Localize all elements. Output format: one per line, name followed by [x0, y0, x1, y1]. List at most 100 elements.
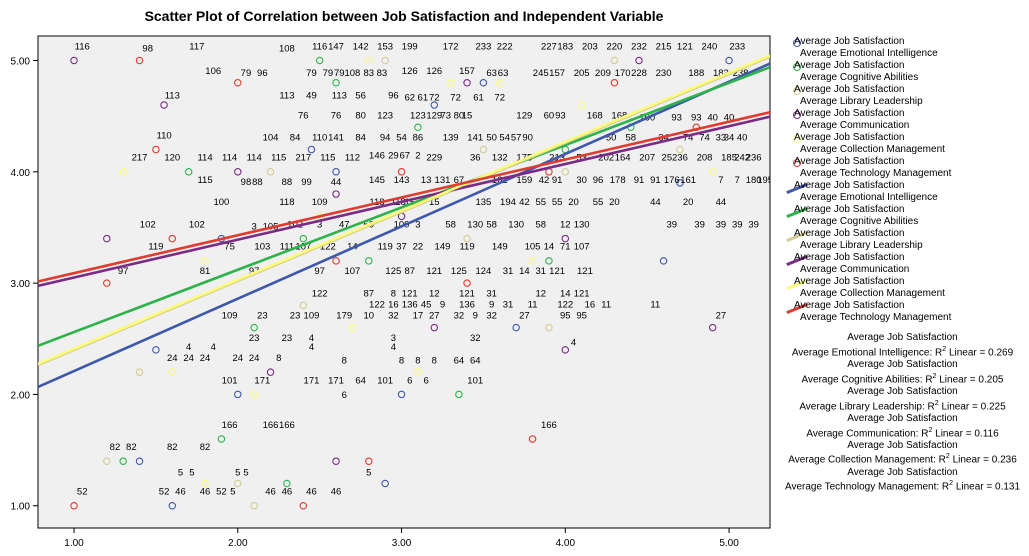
- case-label: 5: [230, 487, 235, 498]
- case-label: 172: [443, 41, 459, 52]
- legend-label: Average Job Satisfaction Average Technolo…: [794, 156, 951, 179]
- legend-item-line-ei: Average Job Satisfaction Average Emotiona…: [776, 180, 1026, 204]
- legend-item-marker-cm: Average Job Satisfaction Average Collecti…: [776, 132, 1026, 156]
- case-label: 183: [713, 68, 729, 79]
- case-label: 130: [508, 219, 524, 230]
- fit-line-tm: [38, 110, 770, 283]
- case-label: 44: [716, 197, 727, 208]
- case-label: 8: [391, 288, 396, 299]
- case-label: 116: [75, 41, 90, 52]
- x-tick-label: 4.00: [556, 538, 576, 549]
- legend-label-line2: Average Communication: [800, 119, 910, 131]
- case-label: 16: [585, 300, 596, 311]
- point-cm: [446, 79, 455, 87]
- case-label: 55: [593, 197, 604, 208]
- case-label: 121: [426, 266, 442, 277]
- case-label: 122: [369, 300, 385, 311]
- case-label: 101: [467, 375, 483, 386]
- fit-line-cm: [38, 54, 770, 366]
- case-label: 203: [582, 41, 598, 52]
- legend-marker-circle: [793, 39, 801, 47]
- case-label: 52: [216, 487, 227, 498]
- point-tm: [135, 56, 144, 65]
- case-label: 95: [560, 311, 571, 322]
- case-label: 208: [697, 153, 713, 164]
- case-label: 46: [306, 487, 317, 498]
- case-label: 5: [235, 468, 240, 479]
- point-cm: [414, 368, 422, 376]
- point-co: [332, 457, 340, 465]
- case-label: 100: [213, 197, 229, 208]
- case-label: 82: [167, 442, 178, 453]
- point-cm: [168, 368, 177, 376]
- case-label: 50: [606, 133, 617, 144]
- case-label: 113: [332, 90, 347, 101]
- legend-label: Average Job Satisfaction Average Cognitiv…: [794, 204, 918, 227]
- case-label: 125: [451, 266, 467, 277]
- legend: Average Job Satisfaction Average Emotiona…: [776, 36, 1026, 324]
- legend-label-line2: Average Emotional Intelligence: [800, 191, 938, 203]
- case-label: 8: [415, 355, 420, 366]
- r-squared-summary: Average Job Satisfaction Average Emotiona…: [776, 332, 1029, 494]
- case-label: 67: [400, 150, 411, 161]
- case-label: 209: [595, 68, 611, 79]
- case-label: 20: [609, 197, 620, 208]
- case-label: 23: [249, 333, 260, 344]
- case-label: 47: [339, 219, 350, 230]
- case-label: 98: [142, 44, 153, 55]
- case-label: 113: [165, 90, 180, 101]
- case-label: 34: [724, 133, 735, 144]
- point-co: [234, 168, 242, 176]
- case-label: 12: [429, 288, 440, 299]
- case-label: 72: [429, 93, 440, 104]
- point-tm: [610, 79, 619, 87]
- case-label: 166: [279, 420, 295, 431]
- case-label: 109: [304, 311, 320, 322]
- case-label: 60: [544, 110, 555, 121]
- y-tick-label: 2.00: [11, 390, 31, 401]
- point-ei: [332, 168, 340, 176]
- case-label: 157: [459, 66, 475, 77]
- legend-label-line1: Average Job Satisfaction: [794, 300, 905, 311]
- case-label: 20: [568, 197, 579, 208]
- case-label: 146: [369, 150, 385, 161]
- case-label: 49: [306, 90, 317, 101]
- r2-line: Average Collection Management: R2 Linear…: [788, 453, 1017, 466]
- case-label: 102: [189, 219, 205, 230]
- point-ca: [217, 435, 226, 443]
- case-label: 101: [377, 375, 393, 386]
- legend-label-line1: Average Job Satisfaction: [794, 132, 905, 143]
- y-tick-label: 1.00: [11, 502, 31, 513]
- case-label: 3: [317, 219, 322, 230]
- case-label: 20: [683, 197, 694, 208]
- case-label: 32: [454, 311, 465, 322]
- legend-marker-circle: [793, 87, 801, 95]
- x-tick-label: 5.00: [719, 538, 739, 549]
- case-label: 91: [634, 175, 645, 186]
- legend-label: Average Job Satisfaction Average Library …: [794, 228, 923, 251]
- case-label: 110: [312, 133, 327, 144]
- point-ca: [250, 323, 258, 332]
- case-label: 84: [355, 133, 366, 144]
- legend-marker-circle: [793, 159, 801, 167]
- case-label: 7: [735, 175, 740, 186]
- case-label: 6: [342, 390, 347, 401]
- legend-item-line-tm: Average Job Satisfaction Average Technolo…: [776, 300, 1026, 324]
- legend-label-line1: Average Job Satisfaction: [794, 252, 905, 263]
- fit-line-co: [38, 115, 770, 288]
- case-label: 58: [486, 219, 497, 230]
- case-label: 40: [737, 133, 748, 144]
- legend-marker: [788, 38, 810, 54]
- case-label: 143: [394, 175, 410, 186]
- case-label: 115: [271, 153, 286, 164]
- legend-label-line2: Average Library Leadership: [800, 95, 923, 107]
- case-label: 13: [421, 175, 432, 186]
- case-label: 75: [224, 242, 235, 253]
- legend-label-line1: Average Job Satisfaction: [794, 276, 905, 287]
- case-label: 45: [421, 300, 432, 311]
- case-label: 32: [486, 311, 497, 322]
- case-label: 40: [724, 113, 735, 124]
- case-label: 79: [334, 68, 345, 79]
- point-ei: [512, 323, 520, 332]
- case-label: 120: [164, 153, 180, 164]
